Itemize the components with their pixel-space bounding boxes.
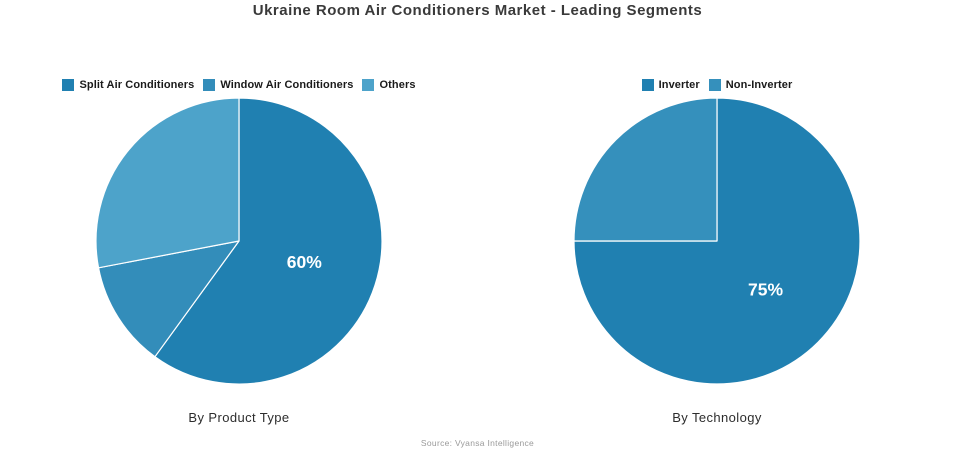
product-type-caption: By Product Type xyxy=(188,410,290,425)
pie-slice-inverter xyxy=(573,97,861,385)
source-attribution: Source: Vyansa Intelligence xyxy=(420,438,535,448)
legend-swatch-icon xyxy=(362,79,375,91)
pie-slice-non-inverter xyxy=(573,97,718,242)
slice-value-label: 60% xyxy=(287,252,322,272)
legend-label: Non-Inverter xyxy=(725,79,793,91)
legend-item-window-air-conditioners: Window Air Conditioners xyxy=(203,79,353,91)
technology-caption: By Technology xyxy=(672,410,762,425)
legend-label: Others xyxy=(379,79,416,91)
legend-item-inverter: Inverter xyxy=(641,79,700,91)
legend-label: Split Air Conditioners xyxy=(79,79,195,91)
slice-value-label: 75% xyxy=(748,280,783,300)
pie-slice-others xyxy=(95,97,240,269)
pie-chart-technology: 75% xyxy=(573,97,861,385)
legend-swatch-icon xyxy=(62,79,75,91)
legend-label: Inverter xyxy=(658,79,700,91)
technology-chart: Inverter Non-Inverter 75% By Technology xyxy=(497,78,937,425)
product-type-chart: Split Air Conditioners Window Air Conditi… xyxy=(19,78,459,425)
legend-swatch-icon xyxy=(203,79,216,91)
page-title: Ukraine Room Air Conditioners Market - L… xyxy=(252,2,703,19)
legend-label: Window Air Conditioners xyxy=(220,79,354,91)
technology-legend: Inverter Non-Inverter xyxy=(497,78,937,92)
pie-slice-split-air-conditioners xyxy=(154,97,383,385)
pie-chart-product-type: 60% xyxy=(95,97,383,385)
legend-item-split-air-conditioners: Split Air Conditioners xyxy=(62,79,194,91)
pie-slice-window-air-conditioners xyxy=(97,240,240,358)
legend-item-non-inverter: Non-Inverter xyxy=(708,79,793,91)
product-type-legend: Split Air Conditioners Window Air Conditi… xyxy=(19,78,459,92)
legend-item-others: Others xyxy=(362,79,415,91)
legend-swatch-icon xyxy=(708,79,721,91)
legend-swatch-icon xyxy=(641,79,654,91)
